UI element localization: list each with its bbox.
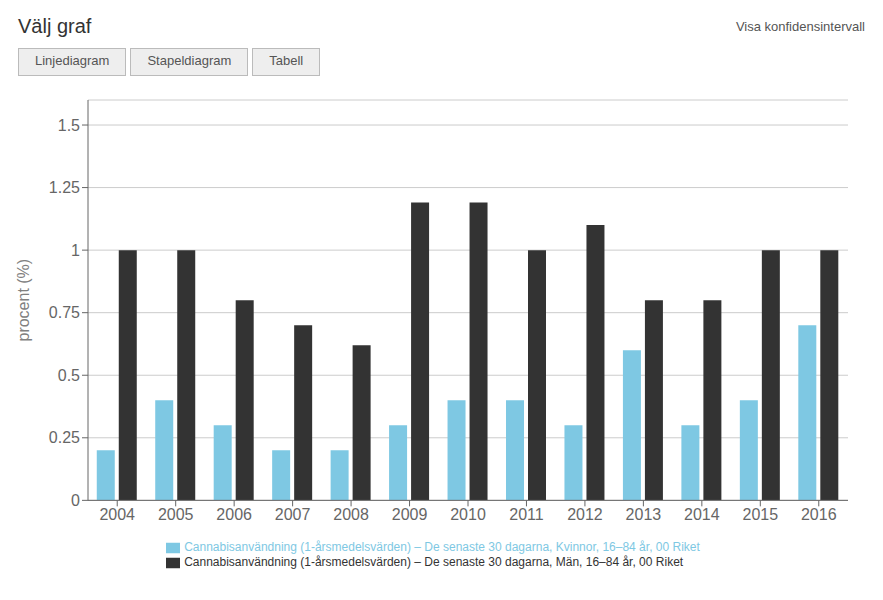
svg-text:2005: 2005 (158, 506, 194, 523)
svg-text:2009: 2009 (392, 506, 428, 523)
svg-text:2014: 2014 (684, 506, 720, 523)
html-text:Välj graf: Välj graf (18, 14, 92, 37)
svg-text:1: 1 (71, 242, 80, 259)
svg-text:procent (%): procent (%) (15, 259, 32, 342)
svg-text:2007: 2007 (275, 506, 311, 523)
html-text:Cannabisanvändning (1-årsmedel: Cannabisanvändning (1-årsmedelsvärden) –… (184, 540, 700, 555)
html-text:Stapeldiagram: Stapeldiagram (147, 53, 232, 68)
svg-text:2010: 2010 (450, 506, 486, 523)
svg-text:2015: 2015 (743, 506, 779, 523)
svg-text:2011: 2011 (509, 506, 544, 523)
svg-text:1.5: 1.5 (58, 117, 80, 134)
svg-text:2016: 2016 (801, 506, 837, 523)
svg-text:0: 0 (71, 492, 80, 509)
svg-text:0.5: 0.5 (58, 367, 80, 384)
html-text:Visa konfidensintervall: Visa konfidensintervall (735, 18, 865, 34)
svg-text:0.75: 0.75 (49, 304, 80, 321)
svg-text:2006: 2006 (216, 506, 252, 523)
svg-text:2012: 2012 (567, 506, 603, 523)
html-text:Tabell: Tabell (269, 53, 304, 68)
svg-text:0.25: 0.25 (49, 429, 80, 446)
html-text:Cannabisanvändning (1-årsmedel: Cannabisanvändning (1-årsmedelsvärden) –… (184, 555, 684, 570)
svg-text:2004: 2004 (99, 506, 135, 523)
svg-text:1.25: 1.25 (49, 179, 80, 196)
svg-text:2013: 2013 (626, 506, 662, 523)
svg-text:2008: 2008 (333, 506, 369, 523)
html-text:Linjediagram: Linjediagram (35, 53, 110, 68)
